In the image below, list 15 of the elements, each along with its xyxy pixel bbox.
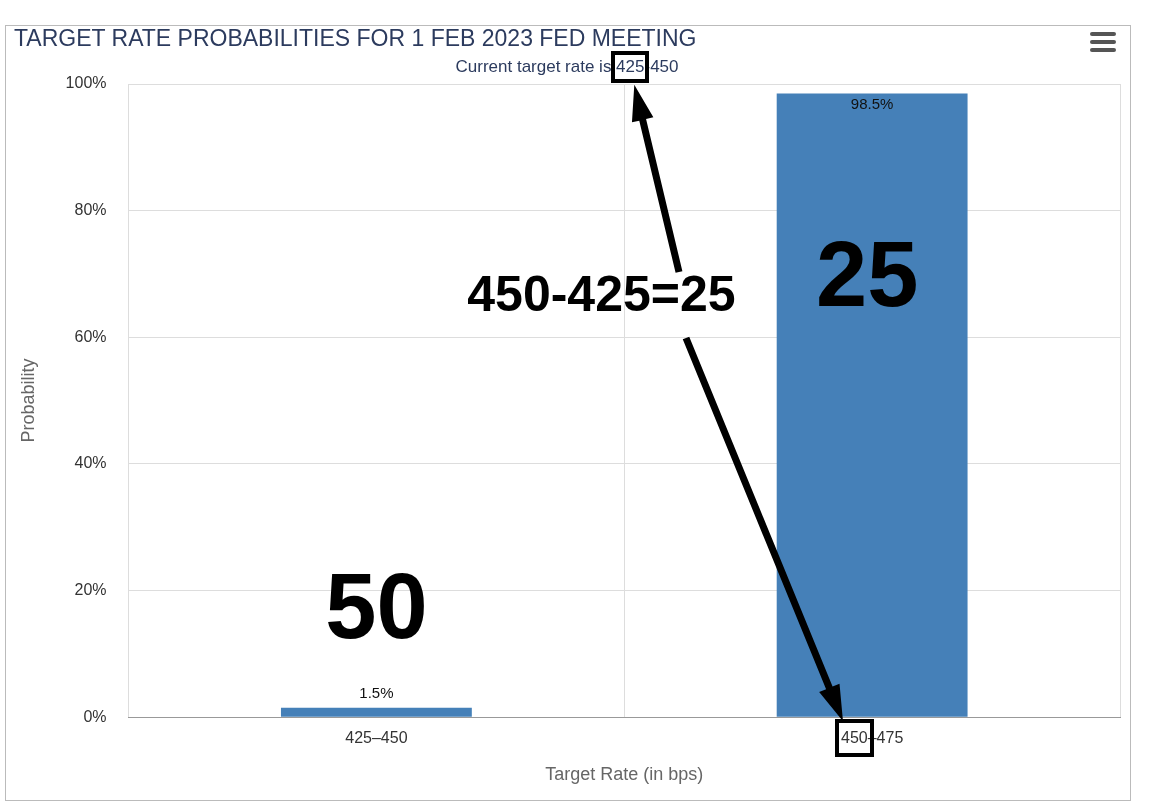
y-tick-label: 20% xyxy=(74,580,107,598)
y-tick-label: 40% xyxy=(74,454,107,472)
y-tick-label: 100% xyxy=(65,74,107,92)
y-tick-label: 0% xyxy=(83,707,107,725)
y-tick-label: 60% xyxy=(74,327,107,345)
x-tick-label: 425–450 xyxy=(345,729,408,747)
annotation: 50 xyxy=(325,555,428,658)
data-label: 98.5% xyxy=(850,95,894,113)
annotation: 25 xyxy=(816,222,919,325)
x-axis-title: Target Rate (in bps) xyxy=(545,764,704,785)
y-tick-label: 80% xyxy=(74,201,107,219)
chart-title: TARGET RATE PROBABILITIES FOR 1 FEB 2023 FED MEETING xyxy=(14,25,697,52)
annotation: 450-425=25 xyxy=(467,266,736,323)
data-label: 1.5% xyxy=(359,684,394,702)
y-axis-title: Probability xyxy=(17,358,38,443)
